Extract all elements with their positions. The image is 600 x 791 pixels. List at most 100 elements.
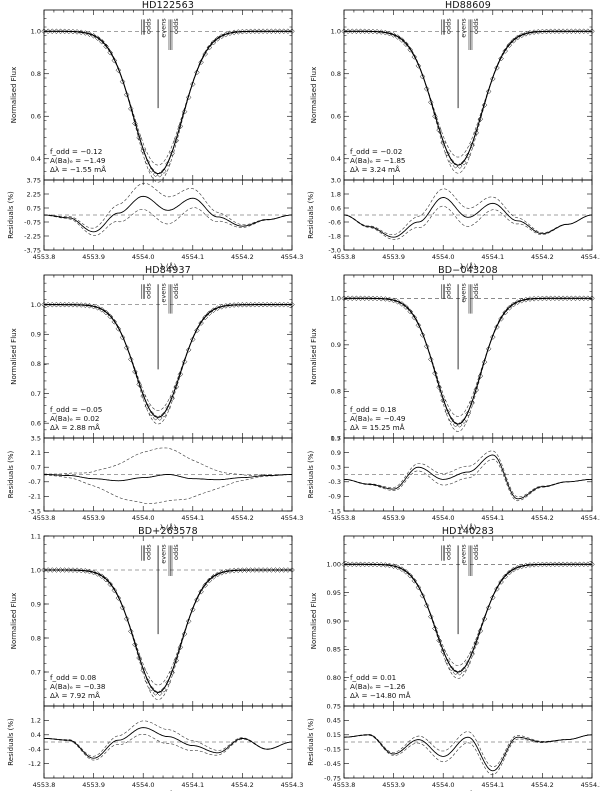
residual-tick-label: 2.25 [27, 190, 41, 198]
model-profile-lower [44, 31, 292, 166]
observed-point [485, 346, 492, 352]
observed-point [78, 567, 84, 574]
model-profile-best [344, 30, 592, 166]
observed-point [444, 658, 451, 665]
observed-point [465, 660, 471, 666]
observed-point [490, 76, 496, 82]
observed-point [57, 567, 64, 573]
x-axis-label: λ (Å) [160, 262, 177, 271]
observed-point [132, 369, 138, 375]
observed-point [341, 295, 347, 302]
observed-point [239, 28, 246, 35]
observed-point [452, 421, 459, 428]
observed-point [547, 28, 554, 35]
observed-point [502, 573, 508, 580]
observed-point [206, 577, 213, 584]
observed-point [502, 309, 508, 316]
y-tick-label: 0.9 [331, 341, 341, 349]
observed-point [465, 152, 471, 159]
observed-point [74, 302, 80, 308]
observed-point [539, 28, 546, 35]
residual-tick-label: 3.5 [31, 434, 41, 442]
model-profile-lower [44, 304, 292, 411]
observed-point [45, 567, 51, 573]
observed-point [119, 78, 126, 85]
observed-point [82, 568, 89, 574]
flux-axis-label: Normalised Flux [10, 67, 18, 123]
residual-tick-label: 2.1 [31, 449, 41, 457]
observed-point [61, 301, 68, 308]
observed-point [177, 371, 184, 378]
observed-point [161, 687, 167, 693]
fit-annotation: f_odd = −0.12 [50, 147, 102, 156]
observed-point [353, 28, 360, 35]
observed-point [589, 561, 595, 568]
observed-point [49, 567, 56, 573]
observed-point [436, 637, 442, 644]
residual-axis-label: Residuals (%) [307, 450, 315, 498]
observed-point [82, 302, 89, 309]
observed-point [285, 301, 291, 308]
observed-point [448, 417, 455, 423]
x-tick-label: 4553.8 [33, 781, 56, 789]
observed-point [252, 301, 258, 308]
observed-point [173, 384, 180, 390]
hfs-label: odds [444, 283, 452, 299]
observed-point [115, 326, 122, 332]
observed-point [498, 316, 504, 322]
residual-tick-label: -0.45 [324, 760, 341, 768]
observed-point [436, 384, 442, 391]
observed-point [382, 296, 389, 302]
observed-point [386, 296, 393, 303]
observed-point [456, 163, 463, 169]
observed-point [390, 563, 397, 569]
observed-point [428, 613, 434, 620]
observed-point [357, 28, 364, 35]
hfs-label: odds [444, 544, 452, 560]
x-tick-label: 4554.1 [481, 253, 504, 261]
y-tick-label: 1.0 [31, 28, 41, 36]
observed-point [272, 567, 279, 573]
observed-point [473, 387, 480, 393]
y-tick-label: 1.0 [331, 28, 341, 36]
observed-point [214, 305, 221, 311]
observed-point [247, 28, 254, 35]
fit-annotation: f_odd = −0.02 [350, 147, 402, 156]
observed-point [144, 159, 151, 165]
x-tick-label: 4554.1 [481, 781, 504, 789]
observed-point [560, 295, 566, 302]
observed-point [564, 28, 570, 35]
observed-point [94, 35, 101, 42]
observed-point [419, 592, 426, 599]
chart-panel: HD122563 4553.8 4553.9 4554.0 4554.1 4554.2 45… [7, 0, 303, 271]
y-tick-label: 0.8 [331, 70, 341, 78]
observed-point [469, 400, 475, 406]
observed-point [103, 576, 109, 583]
observed-point [210, 39, 217, 46]
observed-point [370, 561, 376, 568]
residual-tick-label: -0.75 [324, 774, 341, 782]
observed-point [185, 94, 192, 101]
observed-point [190, 606, 196, 613]
x-tick-label: 4554.2 [531, 253, 554, 261]
observed-point [556, 561, 562, 568]
observed-point [132, 120, 138, 127]
observed-point [148, 685, 155, 692]
observed-point [243, 567, 250, 573]
residual-axis-label: Residuals (%) [7, 191, 15, 239]
hfs-label: odds [472, 18, 480, 34]
observed-point [539, 295, 546, 302]
observed-point [394, 299, 401, 305]
observed-point [506, 42, 513, 48]
x-axis-label: λ (Å) [160, 523, 177, 532]
observed-point [585, 295, 591, 302]
observed-point [419, 73, 426, 80]
chart-panel: HD84937 4553.8 4553.9 4554.0 4554.1 4554.2 455… [7, 265, 303, 532]
residual-lower [43, 474, 292, 504]
x-tick-label: 4554.2 [231, 781, 254, 789]
y-tick-label: 0.8 [31, 70, 41, 78]
residual-tick-label: 0.45 [327, 717, 341, 725]
residual-upper [43, 447, 292, 476]
observed-point [202, 314, 208, 321]
